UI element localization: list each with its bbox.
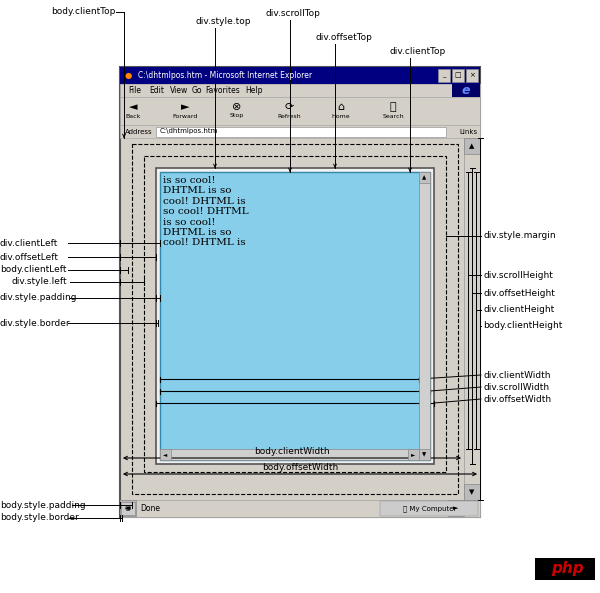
Text: File: File: [128, 86, 141, 95]
Text: ▲: ▲: [422, 175, 427, 180]
Text: div.clientHeight: div.clientHeight: [483, 305, 554, 314]
Text: 🖥 My Computer: 🖥 My Computer: [403, 505, 457, 512]
Text: 🔍: 🔍: [389, 102, 397, 112]
Bar: [156, 126, 446, 136]
Bar: [120, 500, 480, 517]
Text: div.clientWidth: div.clientWidth: [483, 371, 551, 380]
Text: body.style.padding: body.style.padding: [0, 500, 86, 509]
Text: ⟳: ⟳: [284, 102, 293, 112]
Text: div.style.margin: div.style.margin: [483, 231, 556, 241]
Text: View: View: [170, 86, 188, 95]
Text: Back: Back: [125, 113, 140, 119]
Text: div.style.border: div.style.border: [0, 318, 71, 327]
Bar: [380, 501, 478, 516]
Text: Search: Search: [382, 113, 404, 119]
Text: body.clientTop: body.clientTop: [50, 8, 115, 17]
Bar: [160, 449, 171, 460]
Bar: [448, 500, 464, 516]
Text: Go: Go: [191, 86, 202, 95]
Bar: [120, 67, 480, 517]
Text: C:\dhtmlpos.htm: C:\dhtmlpos.htm: [160, 129, 218, 135]
Text: ►: ►: [412, 452, 416, 457]
Text: ◄: ◄: [163, 452, 167, 457]
Bar: [535, 558, 595, 580]
Text: ▼: ▼: [469, 489, 475, 495]
Text: body.clientLeft: body.clientLeft: [0, 266, 67, 275]
Text: body.clientWidth: body.clientWidth: [254, 447, 330, 455]
Text: div.scrollWidth: div.scrollWidth: [483, 382, 549, 391]
Text: ◄: ◄: [125, 505, 131, 511]
Text: e: e: [462, 84, 470, 97]
Text: C:\dhtmlpos.htm - Microsoft Internet Explorer: C:\dhtmlpos.htm - Microsoft Internet Exp…: [138, 71, 312, 80]
Text: div.offsetHeight: div.offsetHeight: [483, 289, 555, 298]
Text: ×: ×: [469, 72, 475, 78]
Bar: [120, 97, 480, 125]
Text: Done: Done: [140, 504, 160, 513]
Text: Home: Home: [332, 113, 350, 119]
Text: ●: ●: [124, 71, 131, 80]
Text: div.clientLeft: div.clientLeft: [0, 238, 58, 247]
Bar: [464, 138, 480, 154]
Bar: [144, 156, 446, 472]
Text: div.scrollTop: div.scrollTop: [265, 9, 320, 18]
Bar: [464, 138, 480, 500]
Text: body.offsetWidth: body.offsetWidth: [262, 463, 338, 471]
Text: ⌂: ⌂: [337, 102, 344, 112]
Bar: [419, 172, 430, 183]
Text: php: php: [551, 562, 584, 576]
Text: ◉: ◉: [125, 505, 131, 512]
Text: div.clientTop: div.clientTop: [390, 47, 446, 56]
Text: ▲: ▲: [469, 143, 475, 149]
Bar: [419, 449, 430, 460]
Bar: [419, 172, 430, 460]
Text: ⊗: ⊗: [232, 102, 242, 112]
Text: ▼: ▼: [422, 452, 427, 457]
Text: Help: Help: [245, 86, 263, 95]
Text: _: _: [442, 72, 446, 78]
Bar: [120, 84, 480, 97]
Bar: [120, 500, 464, 516]
Bar: [466, 69, 478, 82]
Text: is so cool!
DHTML is so
cool! DHTML is
so cool! DHTML
is so cool!
DHTML is so
co: is so cool! DHTML is so cool! DHTML is s…: [163, 176, 248, 247]
Bar: [160, 172, 430, 460]
Bar: [120, 500, 136, 516]
Text: Refresh: Refresh: [277, 113, 301, 119]
Bar: [452, 69, 464, 82]
Text: ►: ►: [454, 505, 458, 511]
Bar: [438, 69, 450, 82]
Bar: [464, 484, 480, 500]
Text: div.offsetWidth: div.offsetWidth: [483, 394, 551, 403]
Bar: [120, 138, 464, 500]
Text: Forward: Forward: [172, 113, 197, 119]
Text: div.scrollHeight: div.scrollHeight: [483, 270, 553, 279]
Text: ►: ►: [181, 102, 189, 112]
Bar: [160, 449, 419, 460]
Bar: [120, 125, 480, 138]
Text: div.offsetLeft: div.offsetLeft: [0, 253, 59, 262]
Text: □: □: [455, 72, 461, 78]
Bar: [121, 502, 135, 515]
Text: div.style.left: div.style.left: [12, 278, 68, 286]
Text: Address: Address: [125, 129, 152, 135]
Text: Edit: Edit: [149, 86, 164, 95]
Text: ◄: ◄: [129, 102, 137, 112]
Text: Links: Links: [459, 129, 477, 135]
Text: div.style.top: div.style.top: [195, 18, 251, 27]
Bar: [156, 168, 434, 464]
Bar: [452, 84, 480, 97]
Text: Stop: Stop: [230, 113, 244, 119]
Text: div.style.padding: div.style.padding: [0, 294, 77, 302]
Text: Favorites: Favorites: [205, 86, 240, 95]
Text: body.style.border: body.style.border: [0, 514, 79, 522]
Text: div.offsetTop: div.offsetTop: [315, 33, 372, 43]
Bar: [132, 144, 458, 494]
Bar: [408, 449, 419, 460]
Text: body.clientHeight: body.clientHeight: [483, 321, 562, 330]
Bar: [120, 67, 480, 84]
